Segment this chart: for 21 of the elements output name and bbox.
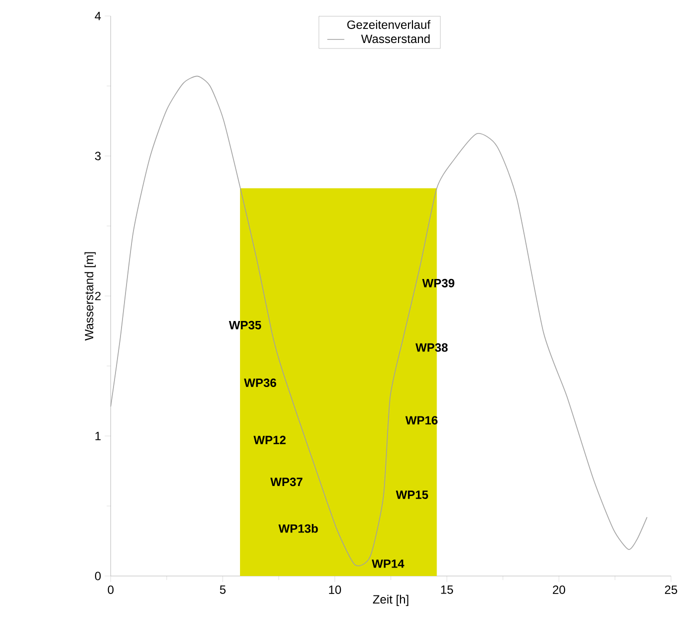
y-tick-label: 0 <box>95 572 101 580</box>
x-axis-title: Zeit [h] <box>372 594 408 606</box>
y-tick-label: 3 <box>95 152 101 160</box>
y-tick-label: 1 <box>95 432 101 440</box>
annotation: WP36 <box>244 378 276 388</box>
legend-title: Gezeitenverlauf <box>347 20 430 29</box>
x-tick-label: 5 <box>220 586 226 594</box>
y-tick-label: 2 <box>95 292 101 300</box>
x-tick-label: 15 <box>441 586 454 594</box>
annotation: WP15 <box>396 490 428 499</box>
legend-label: Wasserstand <box>361 34 430 44</box>
y-tick-label: 4 <box>94 12 101 20</box>
x-tick-label: 25 <box>664 586 678 594</box>
y-axis-title: Wasserstand [m] <box>84 252 96 341</box>
annotation: WP14 <box>372 560 404 568</box>
annotation: WP13b <box>278 524 318 533</box>
annotation: WP12 <box>254 436 286 444</box>
x-tick-label: 0 <box>108 586 114 594</box>
x-tick-label: 20 <box>552 586 566 594</box>
x-tick-label: 10 <box>329 586 342 594</box>
annotation: WP37 <box>270 478 302 486</box>
